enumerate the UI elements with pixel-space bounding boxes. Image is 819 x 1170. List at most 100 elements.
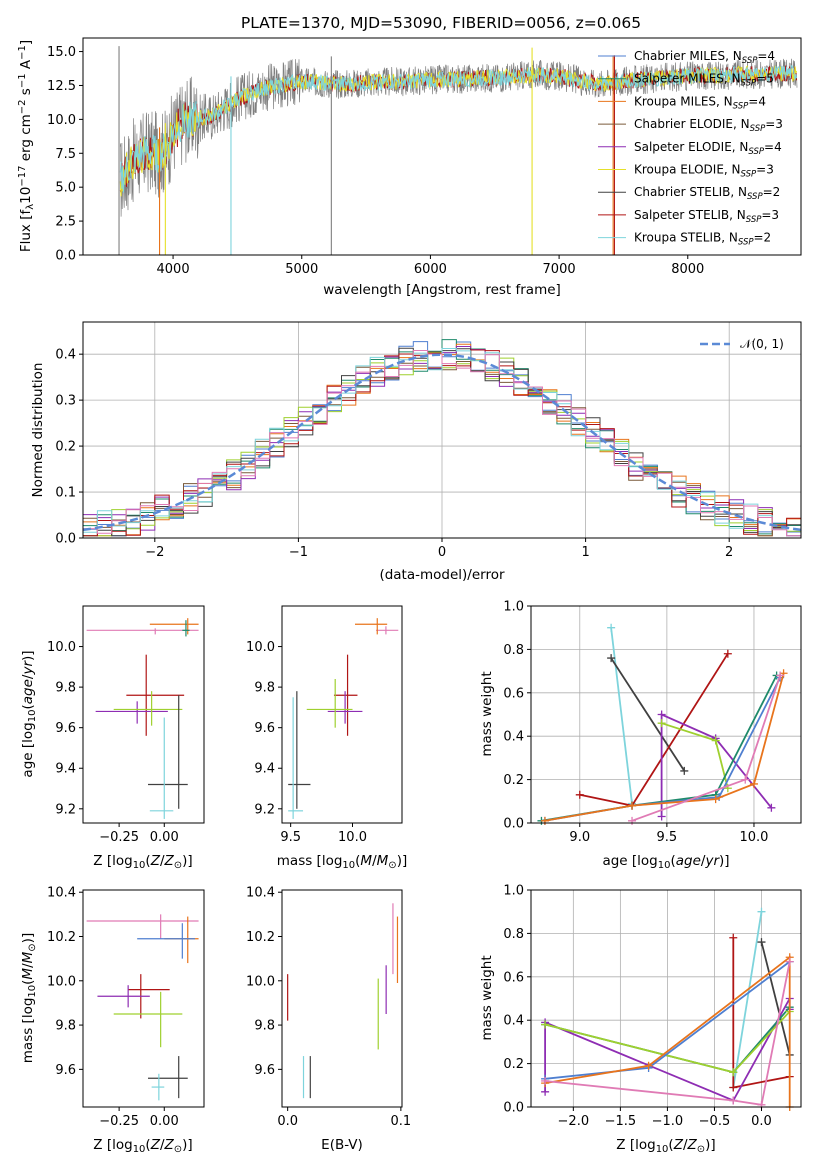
legend-text: Kroupa STELIB, N <box>634 231 738 245</box>
mass-weight-marker <box>628 816 637 825</box>
legend-text: Kroupa MILES, N <box>634 94 733 108</box>
histogram-ylabel: Normed distribution <box>30 363 46 498</box>
legend-value: =3 <box>756 163 774 177</box>
ylabel-part: s <box>18 88 34 99</box>
spectrum-plot-area <box>118 46 798 255</box>
ylabel-part: Flux [f <box>18 209 34 253</box>
legend-label: Chabrier ELODIE, NSSP=3 <box>634 117 783 134</box>
y-tick-label: 0.2 <box>503 773 524 788</box>
y-tick-label: 12.5 <box>47 79 76 94</box>
x-tick-label: 9.5 <box>657 830 678 845</box>
mass-weight-line <box>541 674 778 822</box>
x-tick-label: −2.0 <box>558 1114 590 1129</box>
y-tick-label: 15.0 <box>47 45 76 60</box>
mass-vs-extinction-panel: 0.0 0.1 9.6 9.8 10.0 10.2 10.4 E(B-V) <box>246 886 411 1153</box>
figure-title: PLATE=1370, MJD=53090, FIBERID=0056, z=0… <box>241 14 641 32</box>
y-tick-label: 0.2 <box>55 440 76 455</box>
mw-age-axis-ticks: 9.0 9.5 10.0 0.0 0.2 0.4 0.6 0.8 1.0 <box>503 600 768 846</box>
legend-text: Chabrier ELODIE, N <box>634 117 750 131</box>
x-tick-label: 0 <box>438 545 446 560</box>
x-tick-label: −1 <box>289 545 308 560</box>
y-tick-label: 9.8 <box>55 681 76 696</box>
mass-weight-line <box>545 961 791 1106</box>
mass-z-axes-frame <box>82 889 205 1108</box>
mass-weight-vs-age-panel: 9.0 9.5 10.0 0.0 0.2 0.4 0.6 0.8 1.0 age [log10(… <box>479 600 802 871</box>
mass-weight-marker <box>607 623 616 632</box>
x-tick-label: 0.1 <box>391 1114 412 1129</box>
ylabel-part: −17 <box>17 166 28 187</box>
legend-text: Chabrier MILES, N <box>634 49 742 63</box>
age-z-axis-ticks: −0.25 0.00 9.2 9.4 9.6 9.8 10.0 <box>47 640 179 845</box>
y-tick-label: 0.0 <box>503 1101 524 1116</box>
mass-vs-metallicity-panel: −0.25 0.00 9.6 9.8 10.0 10.2 10.4 Z [log10(Z/Z… <box>20 886 205 1155</box>
x-tick-label: −0.25 <box>99 1114 139 1129</box>
y-tick-label: 7.5 <box>55 147 76 162</box>
age-mass-axis-ticks: 9.5 10.0 9.2 9.4 9.6 9.8 10.0 <box>246 640 367 845</box>
y-tick-label: 0.2 <box>503 1057 524 1072</box>
y-tick-label: 0.1 <box>55 486 76 501</box>
age-z-ylabel: age [log10(age/yr)] <box>20 650 38 777</box>
mass-weight-marker <box>785 957 794 966</box>
mass-weight-line <box>610 657 686 772</box>
legend-value: =5 <box>756 72 774 86</box>
y-tick-label: 10.0 <box>47 640 76 655</box>
mass-z-xlabel: Z [log10(Z/Z⊙)] <box>93 1137 192 1155</box>
histogram-xlabel: (data-model)/error <box>379 567 505 583</box>
age-vs-mass-panel: 9.5 10.0 9.2 9.4 9.6 9.8 10.0 mass [log10(M/M⊙… <box>246 605 407 871</box>
legend-text: Kroupa ELODIE, N <box>634 163 741 177</box>
ylabel-part: erg cm <box>18 114 34 165</box>
mw-age-plot-area <box>537 623 788 825</box>
x-tick-label: 5000 <box>285 262 318 277</box>
legend-subscript: SSP <box>741 79 757 89</box>
mw-age-axes-frame <box>530 605 802 824</box>
mass-ebv-axes-frame <box>281 889 403 1108</box>
x-tick-label: 0.00 <box>150 1114 179 1129</box>
y-tick-label: 5.0 <box>55 181 76 196</box>
legend-label: Kroupa ELODIE, NSSP=3 <box>634 163 774 180</box>
spectrum-ylabel: Flux [fλ10−17 erg cm−2 s−1 A−1] <box>17 40 36 252</box>
mass-weight-line <box>660 713 773 817</box>
mass-weight-marker <box>644 1061 653 1070</box>
age-z-plot-area <box>86 618 199 819</box>
spectrum-panel: PLATE=1370, MJD=53090, FIBERID=0056, z=0… <box>17 14 802 298</box>
mass-weight-marker <box>607 654 616 663</box>
legend-value: =4 <box>757 49 775 63</box>
y-tick-label: 0.8 <box>503 643 524 658</box>
mass-weight-marker <box>657 719 666 728</box>
legend-label: Chabrier STELIB, NSSP=2 <box>634 185 780 202</box>
mass-weight-marker <box>729 1083 738 1092</box>
legend-subscript: SSP <box>750 124 766 134</box>
x-tick-label: −2 <box>145 545 164 560</box>
x-tick-label: 9.0 <box>569 830 590 845</box>
histogram-plot-area <box>82 339 802 537</box>
y-tick-label: 10.2 <box>246 930 275 945</box>
legend-value: =2 <box>754 231 772 245</box>
legend-value: =2 <box>763 185 781 199</box>
y-tick-label: 9.8 <box>254 681 275 696</box>
y-tick-label: 0.4 <box>55 348 76 363</box>
mw-z-ylabel: mass weight <box>479 955 495 1040</box>
mass-weight-marker <box>711 795 720 804</box>
x-tick-label: −1.5 <box>605 1114 637 1129</box>
legend-label: Salpeter ELODIE, NSSP=4 <box>634 140 782 157</box>
mass-weight-marker <box>729 1068 738 1077</box>
x-tick-label: 0.0 <box>277 1114 298 1129</box>
mass-weight-marker <box>757 907 766 916</box>
y-tick-label: 0.0 <box>503 817 524 832</box>
x-tick-label: −0.25 <box>99 830 139 845</box>
mass-weight-marker <box>776 671 785 680</box>
gaussian-curve <box>82 353 802 532</box>
legend-subscript: SSP <box>741 170 757 180</box>
x-tick-label: 8000 <box>671 262 704 277</box>
legend-subscript: SSP <box>747 192 763 202</box>
mass-weight-marker <box>729 1096 738 1105</box>
histogram-step-line <box>83 350 801 537</box>
legend-text: Salpeter STELIB, N <box>634 208 746 222</box>
model-spectrum-line <box>119 65 798 194</box>
mass-weight-marker <box>749 779 758 788</box>
mass-weight-marker <box>657 710 666 719</box>
y-tick-label: 0.4 <box>503 730 524 745</box>
mass-weight-marker <box>541 1076 550 1085</box>
mass-weight-line <box>544 955 791 1107</box>
